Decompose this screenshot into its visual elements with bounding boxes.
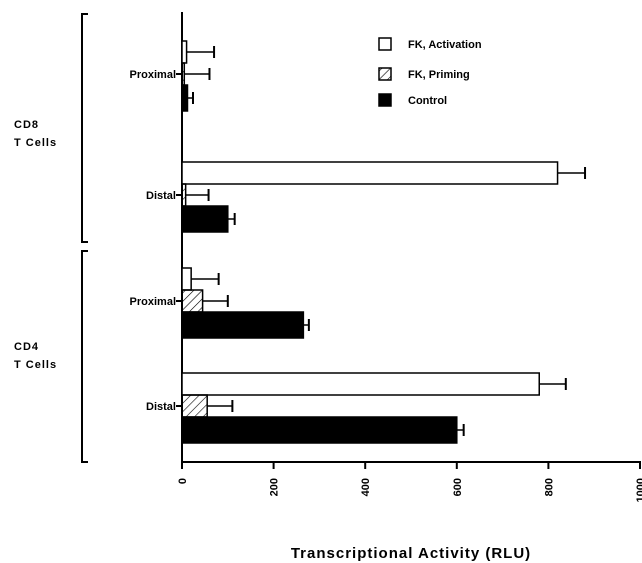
x-axis-title: Transcriptional Activity (RLU) [291,545,531,562]
legend-swatch [378,93,392,107]
bar-control [181,311,305,339]
x-tick-label: 1000 [635,478,642,502]
error-bars [184,46,587,436]
group-label: T Cells [14,137,57,149]
legend-label: FK, Priming [408,69,470,81]
legend-label: Control [408,95,447,107]
x-tick-label: 200 [269,478,281,496]
category-label: Proximal [130,69,176,81]
x-tick-label: 800 [543,478,555,496]
bar-fk-activation [181,161,559,185]
bar-control [181,416,458,444]
bar-fk-priming [181,183,187,207]
bar-fk-activation [181,40,188,64]
category-labels: Proximal Distal Proximal Distal [130,69,176,413]
bar-fk-priming [181,289,204,313]
category-label: Distal [146,401,176,413]
bar-fk-priming [181,62,186,86]
group-bracket [81,13,88,243]
category-label: Distal [146,190,176,202]
x-axis-ticks: 0 200 400 600 800 1000 [177,462,642,502]
group-label: T Cells [14,359,57,371]
legend: FK, Activation FK, Priming Control [378,37,482,107]
bar-control [181,205,229,233]
bar-fk-activation [181,372,540,396]
x-tick-label: 400 [360,478,372,496]
group-label: CD4 [14,341,39,353]
group-bracket [81,250,88,463]
legend-label: FK, Activation [408,39,482,51]
bar-fk-activation [181,267,192,291]
group-label: CD8 [14,119,39,131]
category-label: Proximal [130,296,176,308]
bar-fk-priming [181,394,208,418]
bar-control [181,84,189,112]
bars [181,40,559,444]
legend-swatch [378,67,392,81]
x-tick-label: 600 [452,478,464,496]
y-axis-ticks [176,73,182,407]
legend-swatch [378,37,392,51]
x-tick-label: 0 [177,478,189,484]
group-brackets: CD8 T Cells CD4 T Cells [14,13,88,463]
